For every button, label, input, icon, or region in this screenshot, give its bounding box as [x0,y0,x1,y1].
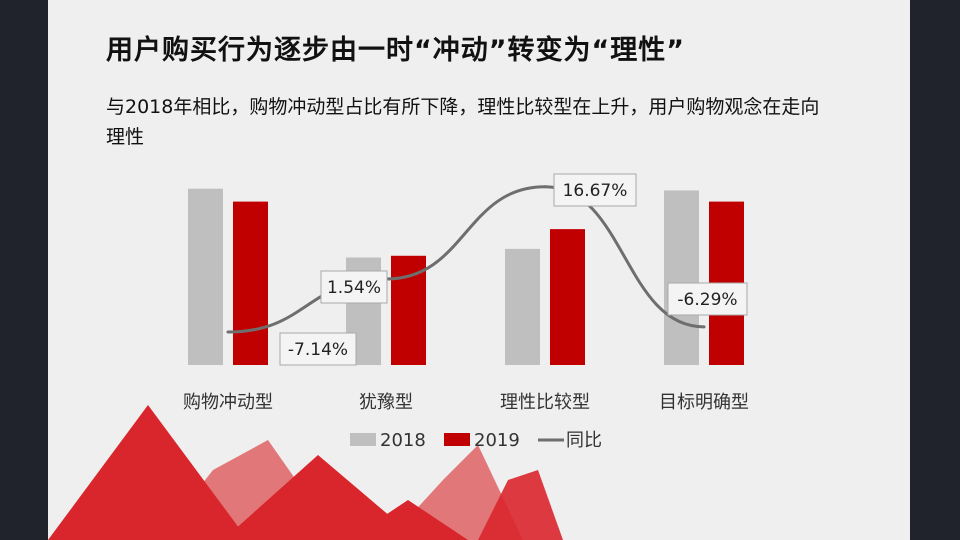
data-label: 1.54% [327,278,381,298]
line-point-2 [543,185,547,189]
legend-label-同比: 同比 [566,430,602,451]
bar-2019-0 [233,201,268,365]
legend-swatch-2018 [350,433,376,446]
bar-2019-2 [550,229,585,365]
data-label: 16.67% [563,181,628,201]
category-label: 目标明确型 [659,392,749,413]
bar-2018-2 [505,248,540,365]
slide: 用户购买行为逐步由一时“冲动”转变为“理性” 与2018年相比，购物冲动型占比有… [48,0,910,540]
legend-label-2018: 2018 [380,430,426,451]
slide-subtitle: 与2018年相比，购物冲动型占比有所下降，理性比较型在上升，用户购物观念在走向理… [106,96,820,148]
category-label: 购物冲动型 [183,392,273,413]
category-label: 犹豫型 [359,392,413,413]
bar-2019-1 [391,255,426,365]
data-label-box [320,270,388,304]
decorative-mountains [48,405,563,540]
legend-label-2019: 2019 [474,430,520,451]
line-series-同比 [227,185,705,334]
data-label: -7.14% [288,340,348,360]
slide-title: 用户购买行为逐步由一时“冲动”转变为“理性” [106,35,685,66]
data-label: -6.29% [677,290,737,310]
chart: 购物冲动型 犹豫型 理性比较型 目标明确型 -7.14% 1.54% 16.67% -6.29… [183,173,749,451]
data-label-box [279,332,357,366]
legend-swatch-2019 [444,433,470,446]
line-point-3 [702,325,706,329]
category-label: 理性比较型 [500,392,590,413]
data-label-box [667,282,748,316]
bar-2018-0 [188,188,223,365]
bar-2018-3 [664,190,699,365]
data-label-box [553,173,637,207]
line-point-0 [226,330,230,334]
